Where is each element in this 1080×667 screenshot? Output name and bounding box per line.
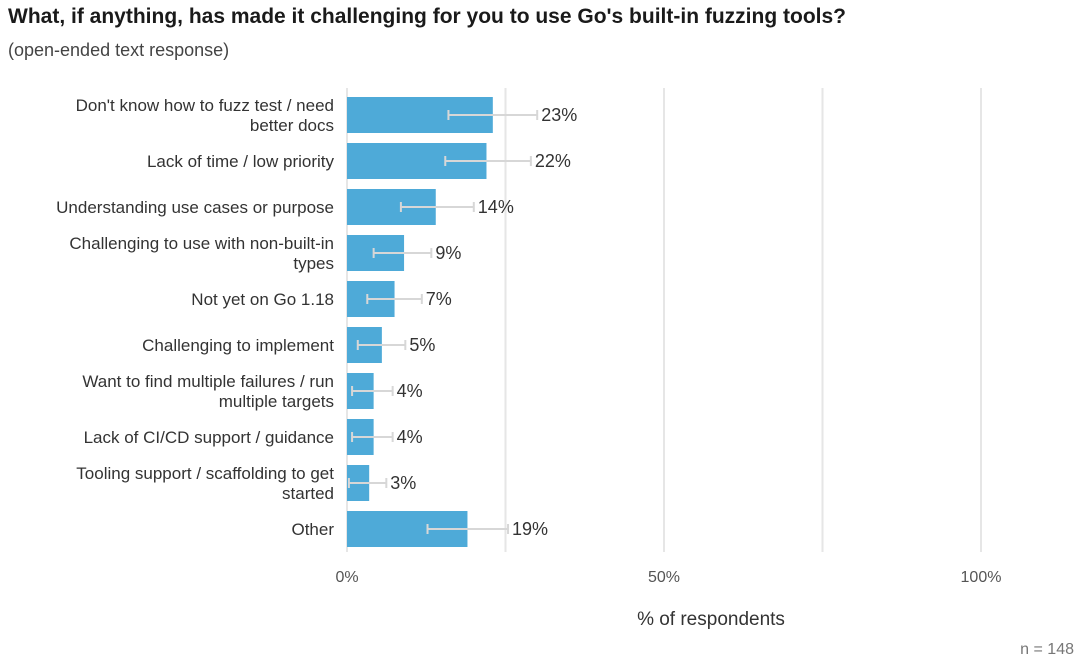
value-label: 3% [390, 473, 416, 493]
error-bar-0 [447, 110, 539, 120]
x-axis: % of respondents 0% 50% 100% [335, 569, 1001, 630]
error-bar-6 [351, 386, 394, 396]
value-label: 23% [541, 105, 577, 125]
category-label: Not yet on Go 1.18 [191, 290, 334, 309]
error-bars [347, 110, 539, 534]
chart-title: What, if anything, has made it challengi… [8, 5, 846, 28]
error-bar-4 [366, 294, 423, 304]
error-bar-2 [399, 202, 475, 212]
x-tick-label: 100% [961, 569, 1002, 586]
labels: 23% Don't know how to fuzz test / need bet… [56, 96, 577, 539]
x-axis-title: % of respondents [637, 609, 785, 630]
category-label: Lack of CI/CD support / guidance [84, 428, 334, 447]
x-tick-label: 0% [335, 569, 358, 586]
category-label: Understanding use cases or purpose [56, 198, 334, 217]
value-label: 4% [397, 427, 423, 447]
category-label: Don't know how to fuzz test / need better… [76, 96, 334, 135]
error-bar-5 [356, 340, 407, 350]
sample-size-note: n = 148 [1020, 641, 1074, 658]
error-bar-1 [444, 156, 532, 166]
category-label: Lack of time / low priority [147, 152, 335, 171]
value-label: 22% [535, 151, 571, 171]
error-bar-7 [351, 432, 394, 442]
error-bar-3 [372, 248, 433, 258]
category-label: Tooling support / scaffolding to get star… [76, 464, 334, 503]
category-label: Other [291, 520, 334, 539]
error-bar-9 [426, 524, 510, 534]
bars [347, 97, 493, 547]
error-bar-8 [347, 478, 388, 488]
category-label: Challenging to implement [142, 336, 334, 355]
value-label: 5% [409, 335, 435, 355]
category-label: Want to find multiple failures / run mult… [82, 372, 334, 411]
value-label: 4% [397, 381, 423, 401]
value-label: 19% [512, 519, 548, 539]
value-label: 9% [435, 243, 461, 263]
chart-subtitle: (open-ended text response) [8, 40, 230, 60]
value-label: 14% [478, 197, 514, 217]
x-tick-label: 50% [648, 569, 680, 586]
category-label: Challenging to use with non-built-in type… [69, 234, 334, 273]
value-label: 7% [426, 289, 452, 309]
